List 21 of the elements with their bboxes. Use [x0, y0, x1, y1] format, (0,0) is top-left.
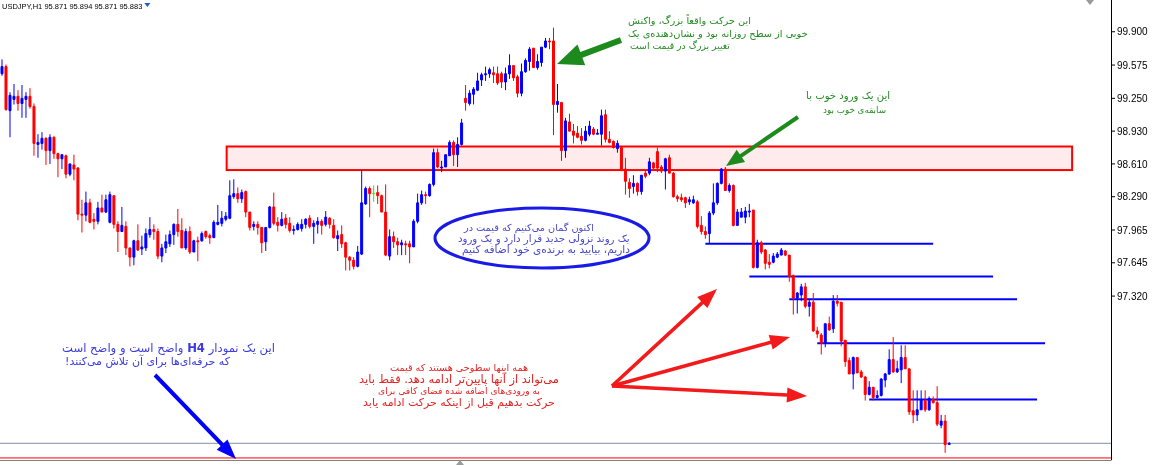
- annotation: این یک ورود خوب با: [806, 90, 890, 102]
- y-tick-label: 99.900: [1117, 26, 1149, 38]
- annotation: این حرکت واقعاً بزرگ، واکنش: [628, 12, 751, 26]
- annotation: همه اینها سطوحی هستند که قیمت: [390, 362, 528, 373]
- y-tick-label: 98.610: [1117, 158, 1149, 170]
- annotation: اکنون گمان می‌کنیم که قیمت در: [463, 222, 594, 234]
- annotation: خوبی از سطح روزانه بود و نشان‌دهنده‌ی یک: [628, 28, 808, 40]
- y-tick-label: 99.250: [1117, 92, 1149, 104]
- y-tick-label: 98.930: [1117, 125, 1149, 137]
- annotation: حرکت بدهیم قبل از اینکه حرکت ادامه یابد: [363, 396, 555, 409]
- y-tick-label: 98.290: [1117, 191, 1149, 203]
- y-tick-label: 99.575: [1117, 59, 1149, 71]
- annotation: می‌تواند از آنها پایین‌تر ادامه دهد. فقط باید: [359, 372, 559, 387]
- y-tick-label: 97.965: [1117, 224, 1149, 236]
- annotation: که حرفه‌ای‌ها برای آن تلاش می‌کنند!: [65, 354, 231, 368]
- annotation: به ورودی‌های اضافه شده فضای کافی برای: [378, 386, 540, 396]
- y-tick-label: 97.645: [1117, 257, 1149, 269]
- y-tick-label: 97.320: [1117, 290, 1149, 302]
- annotation: یک روند نزولی جدید قرار دارد و یک ورود: [458, 233, 630, 245]
- annotation: سابقه‌ی خوب بود: [823, 105, 886, 115]
- annotation: تغییر بزرگ در قیمت است: [630, 40, 731, 51]
